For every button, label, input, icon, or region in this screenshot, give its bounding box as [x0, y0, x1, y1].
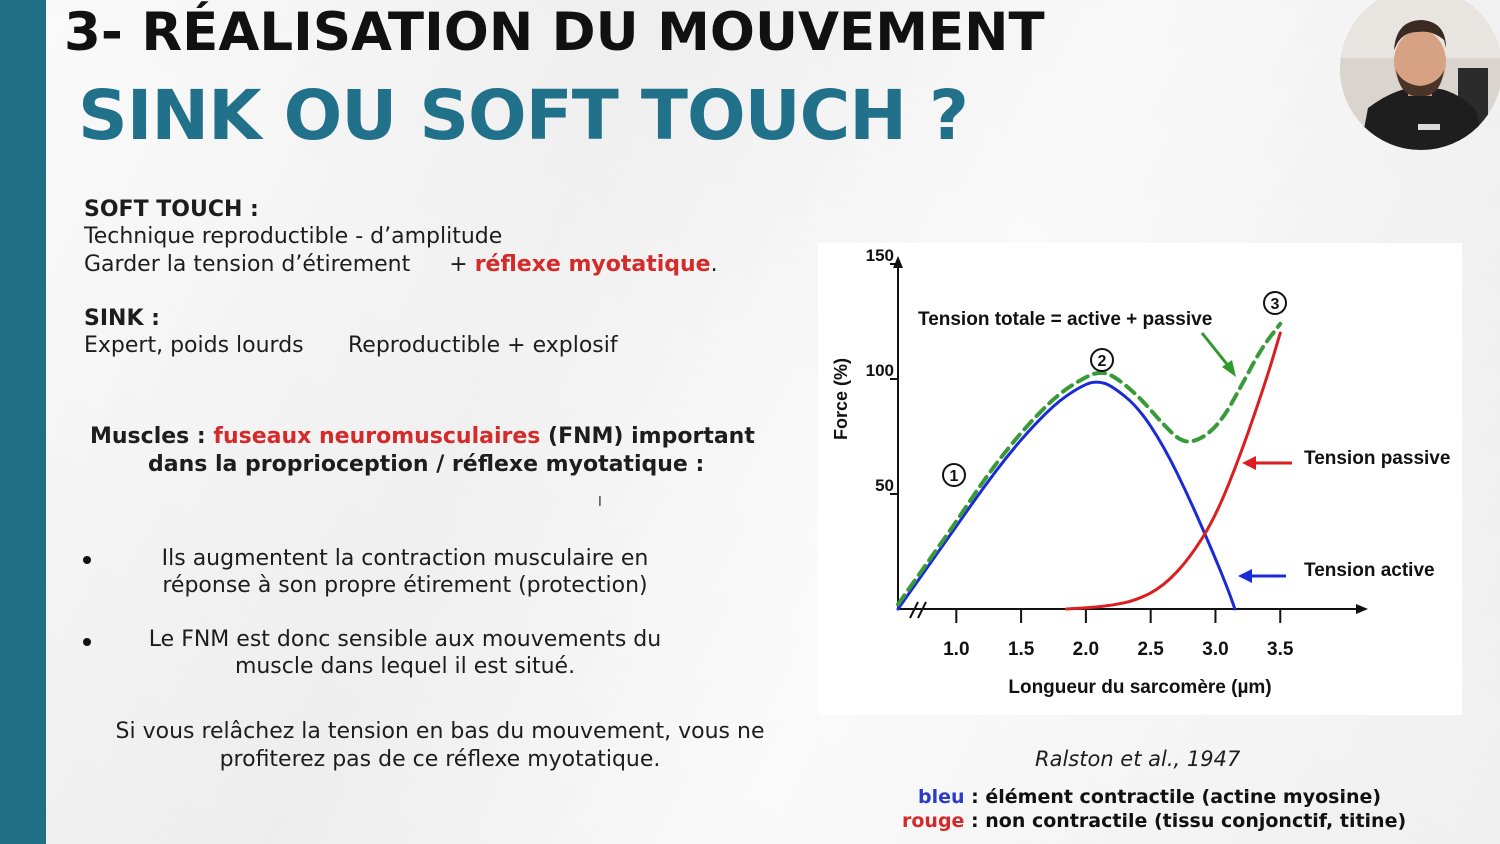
soft-touch-line2-text: Garder la tension d’étirement	[84, 252, 411, 277]
annotation-passive: Tension passive	[1304, 448, 1450, 469]
sarcomere-chart: 1.0 1.5 2.0 2.5 3.0 3.5 50 100 150 Longueur du sa…	[818, 243, 1462, 715]
series-line-total	[896, 321, 1283, 607]
marker-3-label: 3	[1271, 296, 1280, 313]
x-tick-label: 2.0	[1073, 639, 1099, 660]
legend-red: rouge : non contractile (tissu conjoncti…	[902, 810, 1406, 832]
muscles-label: Muscles :	[90, 424, 214, 449]
bullet-1-line2: réponse à son propre étirement (protecti…	[162, 573, 648, 598]
annotation-active-arrowhead	[1238, 569, 1252, 583]
annotation-total: Tension totale = active + passive	[918, 309, 1212, 330]
sink-heading: SINK :	[84, 306, 160, 331]
axis-break-mark	[909, 601, 927, 619]
series-line-passive	[1064, 331, 1282, 611]
marker-1-label: 1	[950, 468, 959, 485]
marker-2-circle	[1090, 348, 1114, 372]
annotation-total-arrow	[1200, 332, 1232, 369]
chart-annotations: Tension totale = active + passive Tension…	[918, 291, 1450, 583]
legend-blue-word: bleu	[918, 786, 965, 808]
reflexe-myotatique-highlight: réflexe myotatique	[474, 252, 711, 277]
soft-touch-line2: Garder la tension d’étirement + réflexe …	[84, 252, 718, 277]
muscles-rest: (FNM) important	[540, 424, 755, 449]
conclusion-line1: Si vous relâchez la tension en bas du mo…	[115, 719, 765, 744]
soft-touch-period: .	[710, 252, 718, 277]
x-tick-label: 3.5	[1267, 639, 1294, 660]
y-axis-label: Force (%)	[831, 358, 851, 440]
soft-touch-line1: Technique reproductible - d’amplitude	[84, 224, 503, 249]
x-axis-label: Longueur du sarcomère (µm)	[1008, 677, 1271, 698]
y-tick-label: 150	[866, 246, 894, 265]
bullet-2-line2: muscle dans lequel il est situé.	[234, 654, 576, 679]
legend-blue-text: : élément contractile (actine myosine)	[964, 786, 1382, 808]
muscles-line1: Muscles : fuseaux neuromusculaires (FNM)…	[90, 424, 755, 449]
chart-series	[896, 321, 1283, 611]
fnm-highlight: fuseaux neuromusculaires	[213, 424, 541, 449]
slide-title: 3- RÉALISATION DU MOUVEMENT	[64, 2, 1045, 63]
chart-axes: 1.0 1.5 2.0 2.5 3.0 3.5 50 100 150 Longueur du sa…	[831, 246, 1368, 698]
sink-line-a: Expert, poids lourds	[84, 333, 304, 358]
legend-red-text: : non contractile (tissu conjonctif, tit…	[964, 810, 1407, 832]
soft-touch-plus: +	[449, 252, 475, 277]
marker-3-circle	[1263, 291, 1287, 315]
bullet-dot-1	[83, 556, 91, 564]
marker-2-label: 2	[1098, 353, 1107, 370]
bullet-2-line1: Le FNM est donc sensible aux mouvements …	[148, 627, 662, 652]
conclusion-line2: profiterez pas de ce réflexe myotatique.	[219, 747, 661, 772]
marker-1-circle	[942, 463, 966, 487]
x-tick-label: 1.5	[1008, 639, 1035, 660]
sink-line-b: Reproductible + explosif	[348, 333, 618, 358]
annotation-active: Tension active	[1304, 560, 1435, 581]
x-axis-arrow	[1356, 604, 1368, 614]
chart-svg: 1.0 1.5 2.0 2.5 3.0 3.5 50 100 150 Longueur du sa…	[831, 246, 1450, 698]
series-line-active	[896, 380, 1237, 611]
x-tick-label: 3.0	[1202, 639, 1228, 660]
annotation-total-arrowhead	[1222, 360, 1236, 377]
bullet-dot-2	[83, 638, 91, 646]
text-cursor-icon: I	[598, 495, 602, 510]
bullet-1-line1: Ils augmentent la contraction musculaire…	[161, 546, 649, 571]
soft-touch-heading: SOFT TOUCH :	[84, 197, 259, 222]
legend-red-word: rouge	[902, 810, 965, 832]
y-axis-arrow	[893, 256, 903, 268]
x-tick-label: 1.0	[943, 639, 969, 660]
muscles-line2: dans la proprioception / réflexe myotati…	[148, 452, 705, 477]
y-tick-label: 100	[866, 361, 894, 380]
presenter-webcam-avatar	[1340, 0, 1500, 150]
citation: Ralston et al., 1947	[1035, 747, 1241, 771]
x-tick-label: 2.5	[1137, 639, 1164, 660]
left-accent-bar	[0, 0, 46, 844]
y-tick-label: 50	[875, 476, 894, 495]
legend-blue: bleu : élément contractile (actine myosi…	[918, 786, 1381, 808]
slide-subtitle: SINK OU SOFT TOUCH ?	[78, 76, 969, 156]
annotation-passive-arrowhead	[1242, 456, 1256, 470]
